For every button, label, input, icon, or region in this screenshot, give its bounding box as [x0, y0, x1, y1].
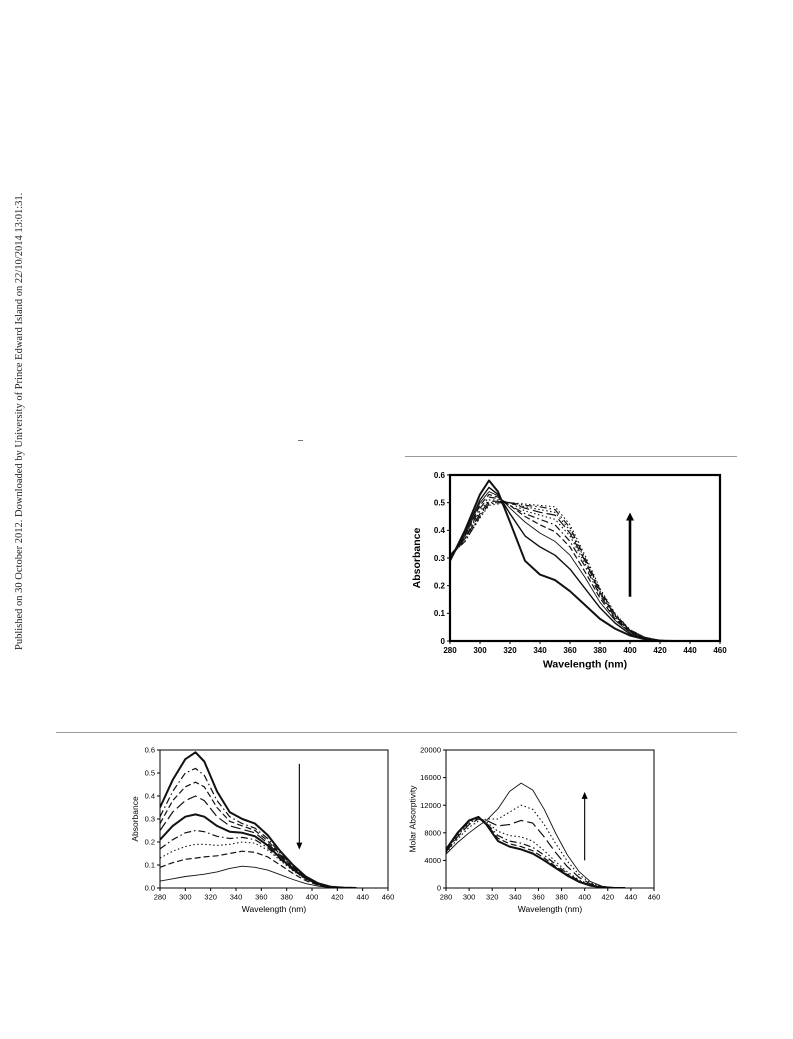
y-tick-label: 0.5 [145, 769, 155, 778]
series-line-9 [160, 865, 357, 888]
y-tick-label: 0.3 [145, 815, 155, 824]
y-tick-label: 0.2 [145, 838, 155, 847]
x-tick-label: 380 [593, 646, 607, 655]
x-tick-label: 340 [509, 893, 522, 902]
y-tick-label: 0 [437, 884, 441, 893]
x-tick-label: 300 [179, 893, 192, 902]
x-tick-label: 340 [533, 646, 547, 655]
series-line-4 [446, 817, 626, 888]
x-tick-label: 360 [532, 893, 545, 902]
series-line-2 [446, 816, 626, 888]
series-line-5 [450, 496, 676, 641]
x-tick-label: 420 [602, 893, 615, 902]
x-axis-label: Wavelength (nm) [518, 904, 583, 914]
series-line-4 [160, 795, 357, 888]
y-tick-label: 0.5 [434, 498, 446, 507]
series-line-7 [450, 500, 676, 641]
series-line-7 [160, 841, 357, 888]
x-tick-label: 320 [503, 646, 517, 655]
y-axis-label: Absorbance [411, 528, 423, 589]
series-line-2 [450, 486, 676, 641]
x-tick-label: 420 [331, 893, 344, 902]
x-tick-label: 300 [473, 646, 487, 655]
x-tick-label: 400 [578, 893, 591, 902]
x-tick-label: 280 [440, 893, 453, 902]
x-tick-label: 360 [563, 646, 577, 655]
x-tick-label: 280 [443, 646, 457, 655]
y-tick-label: 0.6 [434, 471, 446, 480]
series-line-2 [160, 767, 357, 888]
stray-dash [298, 440, 303, 441]
x-tick-label: 360 [255, 893, 268, 902]
series-line-7 [446, 782, 626, 888]
series-line-1 [446, 815, 626, 888]
y-tick-label: 16000 [420, 773, 441, 782]
absorbance-chart-top: 280 300 320 340 360 380 400 420 440 460 0 0.1 0.2 0.3… [411, 471, 727, 671]
x-tick-label: 460 [382, 893, 395, 902]
series-line-3 [450, 491, 676, 641]
x-tick-label: 460 [713, 646, 727, 655]
x-tick-label: 440 [625, 893, 638, 902]
y-tick-label: 12000 [420, 801, 441, 810]
plot-frame [445, 749, 655, 889]
figure-divider-top [405, 456, 737, 457]
download-note-text: Published on 30 October 2012. Downloaded… [14, 192, 25, 650]
x-tick-label: 320 [204, 893, 217, 902]
y-tick-label: 0.1 [145, 861, 155, 870]
y-tick-label: 0.4 [145, 792, 155, 801]
y-tick-label: 4000 [424, 856, 441, 865]
x-tick-label: 460 [648, 893, 661, 902]
x-tick-label: 300 [463, 893, 476, 902]
x-tick-label: 340 [230, 893, 243, 902]
x-tick-label: 400 [306, 893, 319, 902]
y-tick-label: 20000 [420, 746, 441, 755]
series-line-3 [160, 781, 357, 888]
x-tick-label: 280 [154, 893, 167, 902]
download-margin-note: Published on 30 October 2012. Downloaded… [0, 0, 28, 1039]
y-tick-label: 0.1 [434, 609, 446, 618]
y-axis-label: Absorbance [130, 796, 140, 842]
series-line-8 [450, 502, 676, 641]
series-line-4 [450, 493, 676, 641]
y-tick-label: 0.3 [434, 554, 446, 563]
x-axis-label: Wavelength (nm) [543, 659, 627, 671]
figure-divider-bottom [56, 732, 737, 733]
x-axis-label: Wavelength (nm) [242, 904, 307, 914]
y-axis-label: Molar Absorptivity [407, 785, 417, 853]
y-tick-label: 0 [441, 637, 446, 646]
y-tick-label: 0.2 [434, 581, 446, 590]
series-line-5 [160, 813, 357, 888]
plot-frame [159, 749, 389, 889]
absorbance-chart-bottom-left: 280 300 320 340 360 380 400 420 440 460 0.0 0.1 0.2 0… [130, 746, 395, 914]
y-tick-label: 0.4 [434, 526, 446, 535]
series-line-1 [450, 479, 676, 641]
x-tick-label: 400 [623, 646, 637, 655]
x-tick-label: 440 [356, 893, 369, 902]
series-line-8 [160, 850, 357, 888]
x-tick-label: 420 [653, 646, 667, 655]
y-tick-label: 0.6 [145, 746, 155, 755]
series-line-5 [446, 818, 626, 888]
series-line-6 [446, 804, 626, 888]
series-line-3 [446, 817, 626, 888]
series-line-10 [450, 502, 676, 641]
x-tick-label: 380 [280, 893, 293, 902]
x-tick-label: 380 [555, 893, 568, 902]
y-tick-label: 8000 [424, 828, 441, 837]
x-tick-label: 320 [486, 893, 499, 902]
x-tick-label: 440 [683, 646, 697, 655]
y-tick-label: 0.0 [145, 884, 155, 893]
molar-absorptivity-chart: 280 300 320 340 360 380 400 420 440 460 0 4000 8000 1… [407, 746, 661, 914]
